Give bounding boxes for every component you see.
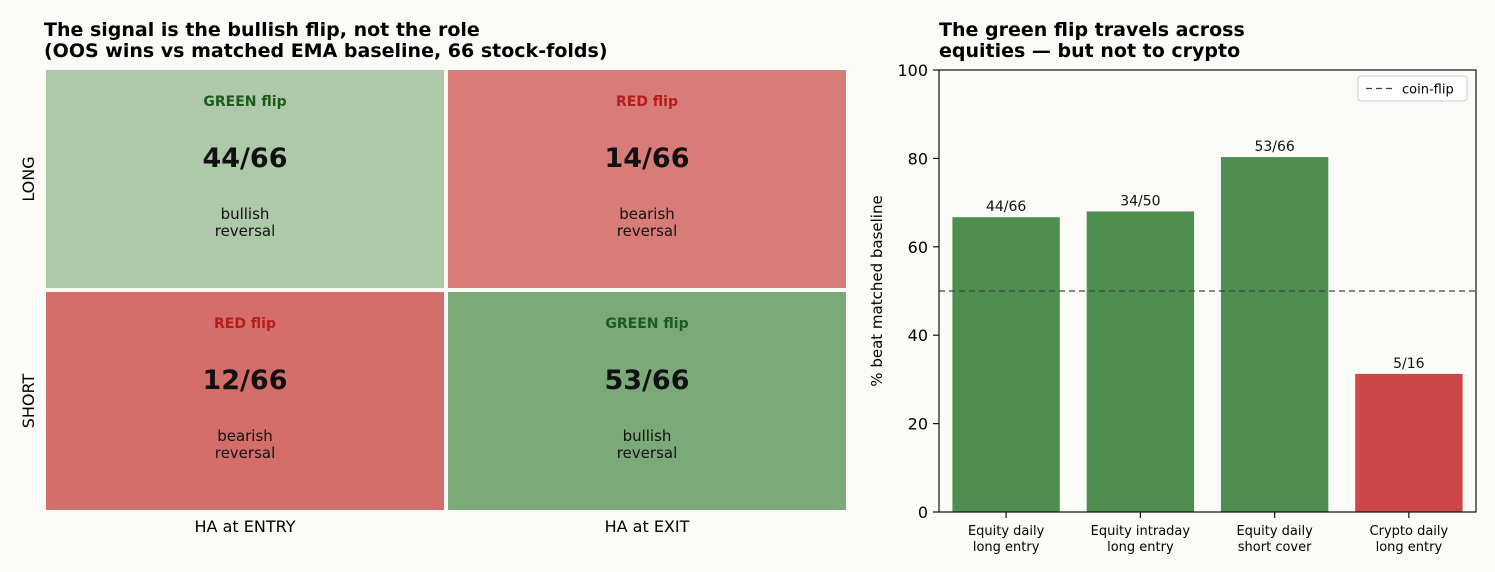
y-axis-label: % beat matched baseline: [868, 195, 886, 386]
cell-value: 12/66: [202, 365, 287, 396]
row-label-short: SHORT: [19, 374, 38, 429]
x-tick-label: Equity intraday long entry: [1091, 524, 1191, 555]
cell-kicker: RED flip: [616, 94, 678, 110]
cell-short-ha-at-exit: GREEN flip 53/66 bullish reversal: [448, 292, 846, 510]
cell-note: bearish reversal: [617, 205, 678, 240]
y-tick-label: 80: [908, 149, 928, 168]
bar-chart-title: The green flip travels across equities — …: [939, 19, 1245, 62]
bar-value-label: 5/16: [1393, 356, 1425, 372]
cell-note: bearish reversal: [215, 427, 276, 462]
bar-value-label: 53/66: [1254, 139, 1294, 155]
cell-long-ha-at-exit: RED flip 14/66 bearish reversal: [448, 70, 846, 288]
cell-note: bullish reversal: [215, 205, 276, 240]
y-tick-label: 60: [908, 238, 928, 257]
bar-value-label: 44/66: [986, 199, 1026, 215]
row-label-long: LONG: [19, 156, 38, 201]
x-tick-label: Crypto daily long entry: [1370, 524, 1449, 555]
column-label-ha-at-entry: HA at ENTRY: [195, 517, 296, 536]
cell-kicker: GREEN flip: [605, 316, 688, 332]
role-flip-heatmap: The signal is the bullish flip, not the …: [19, 19, 846, 536]
cell-kicker: GREEN flip: [203, 94, 286, 110]
cell-background: [46, 70, 444, 288]
cell-note: bullish reversal: [617, 427, 678, 462]
heatmap-title: The signal is the bullish flip, not the …: [44, 19, 608, 62]
cell-short-ha-at-entry: RED flip 12/66 bearish reversal: [46, 292, 444, 510]
bar-1: [1086, 211, 1195, 512]
y-tick-label: 0: [918, 503, 928, 522]
cell-kicker: RED flip: [214, 316, 276, 332]
legend-entry-coin-flip: coin-flip: [1402, 83, 1454, 98]
cell-long-ha-at-entry: GREEN flip 44/66 bullish reversal: [46, 70, 444, 288]
bar-3: [1355, 373, 1463, 512]
cell-value: 14/66: [604, 143, 689, 174]
column-label-ha-at-exit: HA at EXIT: [605, 517, 690, 536]
bar-chart: The green flip travels across equities — …: [868, 19, 1477, 555]
bar-value-label: 34/50: [1120, 193, 1160, 209]
cell-value: 44/66: [202, 143, 287, 174]
bar-0: [952, 217, 1060, 512]
x-tick-label: Equity daily long entry: [968, 524, 1045, 555]
cell-value: 53/66: [604, 365, 689, 396]
legend-box: [1357, 75, 1468, 102]
cell-background: [448, 70, 846, 288]
legend: coin-flip: [1357, 75, 1468, 102]
cell-background: [46, 292, 444, 510]
y-tick-label: 40: [908, 326, 928, 345]
cell-background: [448, 292, 846, 510]
x-tick-label: Equity daily short cover: [1236, 524, 1313, 555]
plot-frame: [938, 69, 1477, 513]
y-tick-label: 100: [897, 61, 928, 80]
y-tick-label: 20: [908, 415, 928, 434]
bar-2: [1220, 157, 1329, 512]
